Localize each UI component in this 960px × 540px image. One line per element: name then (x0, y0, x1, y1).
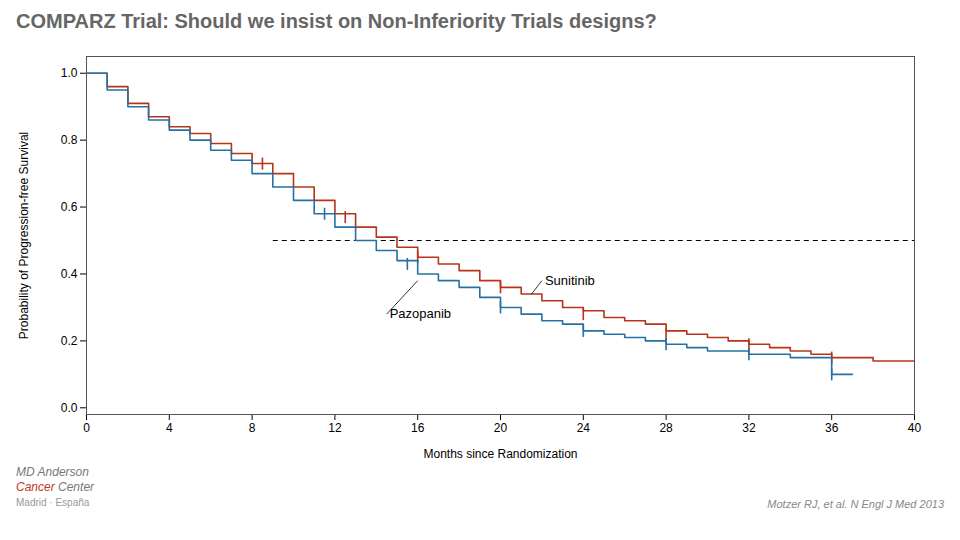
svg-text:0.0: 0.0 (61, 401, 78, 415)
svg-text:Pazopanib: Pazopanib (390, 306, 451, 321)
svg-text:Sunitinib: Sunitinib (545, 273, 595, 288)
svg-text:0: 0 (83, 421, 90, 435)
html-text:Motzer RJ, et al. N Engl J Med: Motzer RJ, et al. N Engl J Med 2013 (767, 498, 944, 510)
html-text:MD Anderson: MD Anderson (16, 465, 89, 479)
svg-text:32: 32 (742, 421, 756, 435)
html-text:Madrid · España: Madrid · España (16, 497, 90, 508)
svg-text:16: 16 (411, 421, 425, 435)
svg-text:4: 4 (166, 421, 173, 435)
html-text:Cancer Center: Cancer Center (16, 480, 95, 494)
svg-text:24: 24 (577, 421, 591, 435)
svg-text:0.8: 0.8 (61, 133, 78, 147)
svg-text:28: 28 (659, 421, 673, 435)
svg-text:0.6: 0.6 (61, 200, 78, 214)
svg-text:8: 8 (249, 421, 256, 435)
svg-text:40: 40 (908, 421, 922, 435)
svg-text:Probability of Progression-fre: Probability of Progression-free Survival (17, 132, 31, 339)
svg-text:36: 36 (825, 421, 839, 435)
svg-text:Months since Randomization: Months since Randomization (423, 447, 577, 461)
svg-text:0.2: 0.2 (61, 334, 78, 348)
svg-text:1.0: 1.0 (61, 66, 78, 80)
svg-text:0.4: 0.4 (61, 267, 78, 281)
svg-text:20: 20 (494, 421, 508, 435)
html-text:COMPARZ Trial: Should we insis: COMPARZ Trial: Should we insist on Non-I… (16, 10, 657, 32)
svg-text:12: 12 (328, 421, 342, 435)
